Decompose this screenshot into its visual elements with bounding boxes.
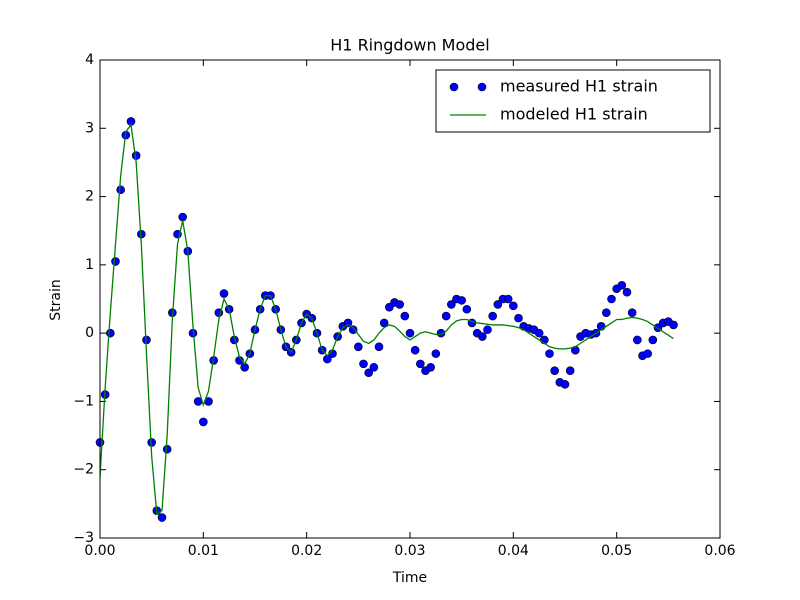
data-point [441, 311, 451, 321]
data-point [354, 342, 363, 352]
data-point [534, 328, 544, 338]
data-point [374, 342, 384, 352]
data-point [400, 311, 410, 321]
chart-title: H1 Ringdown Model [330, 36, 489, 55]
data-point [395, 300, 404, 309]
data-point [106, 328, 115, 338]
y-tick-label: −1 [73, 393, 94, 409]
data-point [550, 366, 559, 376]
y-tick-label: 2 [85, 189, 94, 205]
data-point [633, 335, 642, 345]
data-point [457, 296, 466, 305]
y-tick-label: 4 [85, 52, 94, 68]
data-point [359, 359, 368, 369]
legend-box [435, 69, 711, 133]
y-tick-label: 1 [85, 257, 94, 273]
data-point [199, 417, 208, 427]
data-point [509, 301, 518, 311]
data-point [364, 368, 373, 378]
data-point [219, 289, 229, 298]
data-point [369, 362, 379, 372]
data-point [343, 318, 353, 328]
data-point [426, 362, 435, 372]
data-point [669, 320, 678, 330]
x-tick-label: 0.02 [291, 543, 322, 559]
data-point [379, 318, 389, 328]
data-point [503, 294, 513, 304]
y-tick-label: −3 [73, 530, 94, 546]
data-point [627, 308, 637, 317]
legend-marker [449, 82, 459, 92]
data-point [111, 257, 120, 266]
data-point [565, 366, 575, 376]
data-point [617, 281, 627, 290]
data-point [514, 313, 523, 323]
data-point [493, 300, 503, 309]
data-point [348, 325, 358, 335]
y-tick-label: 3 [85, 120, 94, 136]
data-point [622, 287, 632, 297]
data-point [483, 325, 492, 335]
y-tick-label: 0 [85, 325, 94, 341]
data-point [416, 359, 425, 369]
data-point [607, 294, 616, 304]
data-point [162, 444, 172, 454]
y-axis-label: Strain [48, 279, 64, 320]
x-tick-label: 0.05 [601, 543, 632, 559]
data-point [447, 300, 456, 309]
x-tick-label: 0.01 [188, 543, 219, 559]
data-point [405, 328, 415, 338]
data-point [560, 380, 570, 389]
x-axis-label: Time [392, 570, 427, 586]
data-point [431, 349, 441, 358]
data-point [643, 349, 652, 358]
x-tick-label: 0.03 [394, 543, 425, 559]
data-point [410, 345, 420, 355]
data-point [648, 335, 658, 345]
data-point [602, 308, 611, 317]
data-point [157, 513, 167, 522]
data-point [116, 185, 125, 195]
model-line [99, 123, 674, 516]
legend-label: modeled H1 strain [500, 105, 648, 124]
data-point [488, 311, 497, 321]
data-point [462, 304, 472, 314]
legend-label: measured H1 strain [500, 77, 658, 96]
data-point [178, 212, 187, 222]
data-point [545, 349, 554, 358]
x-tick-label: 0.00 [84, 543, 115, 559]
legend-marker [477, 82, 487, 92]
x-tick-label: 0.06 [704, 543, 735, 559]
data-point [478, 332, 487, 341]
y-tick-label: −2 [73, 462, 94, 478]
x-tick-label: 0.04 [498, 543, 529, 559]
plot-frame [99, 59, 721, 539]
